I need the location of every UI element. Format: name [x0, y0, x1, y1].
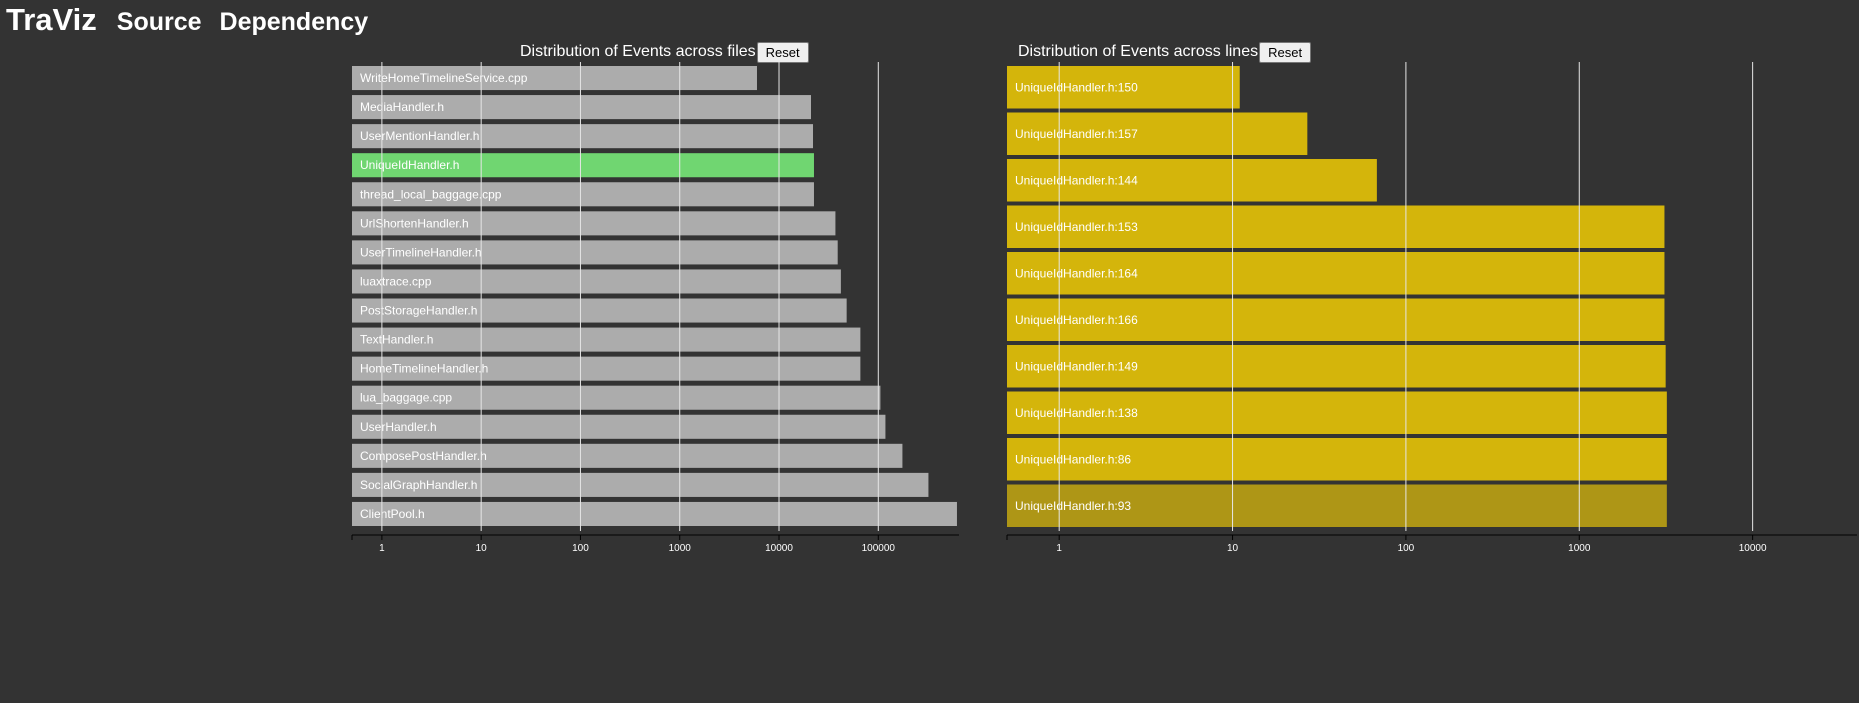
files-chart-header: Distribution of Events across files Rese… — [520, 41, 809, 63]
files-bar-label: ClientPool.h — [360, 507, 425, 521]
files-bar-label: UrlShortenHandler.h — [360, 216, 469, 230]
lines-bar-label: UniqueIdHandler.h:86 — [1015, 452, 1131, 466]
files-bar-label: ComposePostHandler.h — [360, 449, 487, 463]
nav-link-source[interactable]: Source — [116, 8, 202, 36]
lines-bar-uniqueidhandler-h-144[interactable] — [1007, 159, 1377, 202]
files-bar-uniqueidhandler-h[interactable] — [352, 153, 814, 178]
nav-link-dependency[interactable]: Dependency — [219, 8, 369, 36]
lines-bar-label: UniqueIdHandler.h:150 — [1015, 80, 1138, 94]
lines-bar-label: UniqueIdHandler.h:138 — [1015, 406, 1138, 420]
files-bar-mediahandler-h[interactable] — [352, 95, 812, 120]
lines-bar-uniqueidhandler-h-93[interactable] — [1007, 484, 1667, 528]
lines-bar-uniqueidhandler-h-86[interactable] — [1007, 438, 1667, 481]
lines-tick-label: 10 — [1227, 543, 1239, 554]
lines-tick-label: 100 — [1398, 543, 1415, 554]
files-bar-usertimelinehandler-h[interactable] — [352, 240, 838, 265]
lines-bar-label: UniqueIdHandler.h:144 — [1015, 173, 1138, 187]
files-tick-label: 100000 — [862, 543, 896, 554]
files-bar-label: UserTimelineHandler.h — [360, 245, 482, 259]
files-bar-label: UserHandler.h — [360, 420, 437, 434]
lines-tick-label: 10000 — [1739, 543, 1767, 554]
lines-chart-header: Distribution of Events across lines Rese… — [1018, 41, 1312, 63]
files-reset-button[interactable]: Reset — [756, 41, 809, 63]
lines-bar-uniqueidhandler-h-153[interactable] — [1007, 205, 1665, 249]
files-bar-clientpool-h[interactable] — [352, 501, 957, 526]
files-bar-composeposthandler-h[interactable] — [352, 443, 903, 468]
lines-bar-uniqueidhandler-h-157[interactable] — [1007, 112, 1308, 156]
lines-bar-label: UniqueIdHandler.h:149 — [1015, 359, 1138, 373]
files-bar-label: lua_baggage.cpp — [360, 391, 452, 405]
files-bar-poststoragehandler-h[interactable] — [352, 298, 847, 323]
lines-tick-label: 1 — [1056, 543, 1062, 554]
files-bar-texthandler-h[interactable] — [352, 327, 861, 352]
lines-bar-uniqueidhandler-h-138[interactable] — [1007, 391, 1667, 435]
files-bar-label: UniqueIdHandler.h — [360, 158, 459, 172]
lines-bar-uniqueidhandler-h-149[interactable] — [1007, 345, 1666, 388]
files-bar-hometimelinehandler-h[interactable] — [352, 356, 861, 381]
lines-bar-label: UniqueIdHandler.h:157 — [1015, 127, 1138, 141]
lines-bar-uniqueidhandler-h-166[interactable] — [1007, 298, 1665, 342]
lines-tick-label: 1000 — [1568, 543, 1591, 554]
lines-reset-button[interactable]: Reset — [1259, 41, 1312, 63]
lines-bar-label: UniqueIdHandler.h:93 — [1015, 499, 1131, 513]
files-bar-usermentionhandler-h[interactable] — [352, 124, 814, 149]
files-bar-thread-local-baggage-cpp[interactable] — [352, 182, 814, 207]
files-chart-title: Distribution of Events across files — [520, 43, 756, 60]
files-tick-label: 1000 — [669, 543, 692, 554]
lines-bar-uniqueidhandler-h-150[interactable] — [1007, 66, 1240, 109]
files-bar-lua-baggage-cpp[interactable] — [352, 385, 881, 410]
lines-bar-label: UniqueIdHandler.h:166 — [1015, 313, 1138, 327]
files-bar-chart: WriteHomeTimelineService.cpp MediaHandler… — [351, 62, 959, 554]
lines-bar-label: UniqueIdHandler.h:153 — [1015, 220, 1138, 234]
files-bar-writehometimelineservice-cpp[interactable] — [352, 66, 757, 91]
files-bar-urlshortenhandler-h[interactable] — [352, 211, 836, 236]
files-bar-label: PostStorageHandler.h — [360, 304, 477, 318]
files-bar-label: WriteHomeTimelineService.cpp — [360, 71, 528, 85]
lines-bar-label: UniqueIdHandler.h:164 — [1015, 266, 1138, 280]
lines-bar-uniqueidhandler-h-164[interactable] — [1007, 252, 1665, 295]
files-bar-label: luaxtrace.cpp — [360, 274, 432, 288]
files-bar-label: TextHandler.h — [360, 333, 433, 347]
files-bar-socialgraphhandler-h[interactable] — [352, 472, 929, 497]
files-bar-userhandler-h[interactable] — [352, 414, 886, 439]
files-bar-label: SocialGraphHandler.h — [360, 478, 477, 492]
files-tick-label: 10000 — [765, 543, 793, 554]
files-tick-label: 1 — [379, 543, 385, 554]
files-bar-luaxtrace-cpp[interactable] — [352, 269, 841, 294]
files-bar-label: UserMentionHandler.h — [360, 129, 479, 143]
files-bar-label: thread_local_baggage.cpp — [360, 187, 502, 201]
top-nav: TraViz Source Dependency — [6, 0, 386, 40]
files-bar-label: MediaHandler.h — [360, 100, 444, 114]
app-brand[interactable]: TraViz — [6, 2, 97, 37]
files-bar-label: HomeTimelineHandler.h — [360, 362, 488, 376]
files-tick-label: 10 — [476, 543, 488, 554]
files-tick-label: 100 — [572, 543, 589, 554]
lines-chart-title: Distribution of Events across lines — [1018, 43, 1259, 60]
lines-bar-chart: UniqueIdHandler.h:150 UniqueIdHandler.h:1… — [1006, 62, 1857, 554]
